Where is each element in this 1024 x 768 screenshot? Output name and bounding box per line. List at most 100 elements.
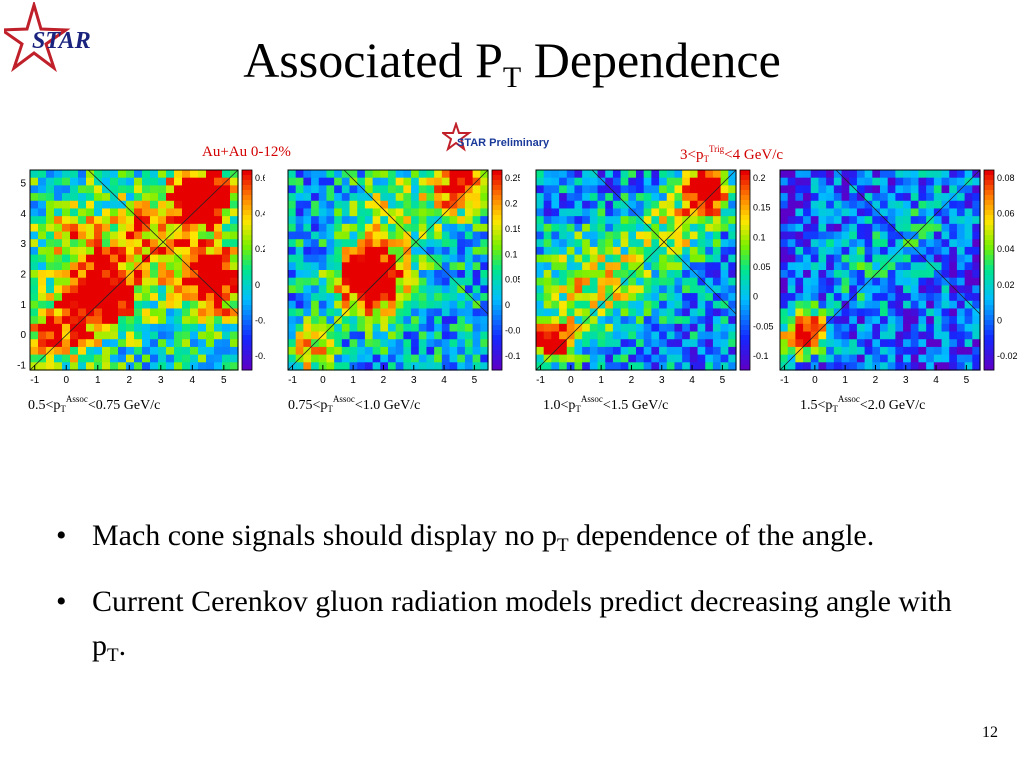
heatmap-cell (318, 346, 328, 356)
color-scale-label: 0.2 (505, 198, 518, 208)
heatmap-cell (628, 308, 637, 317)
heatmap-cell (574, 185, 583, 194)
heatmap-cell (705, 193, 714, 202)
heatmap-cell (357, 300, 366, 310)
heatmap-cell (134, 246, 143, 256)
heatmap-cell (126, 208, 135, 217)
heatmap-cell (334, 354, 343, 363)
color-scale-segment (984, 310, 994, 316)
heatmap-cell (810, 170, 820, 179)
color-scale-segment (740, 240, 750, 246)
heatmap-cell (30, 239, 39, 248)
heatmap-cell (364, 285, 374, 294)
heatmap-cell (659, 362, 668, 371)
heatmap-cell (464, 300, 474, 310)
heatmap-cell (288, 262, 297, 271)
color-scale-label: 0.4 (255, 209, 265, 219)
heatmap-cell (395, 208, 404, 217)
heatmap-cell (849, 346, 858, 356)
color-scale-segment (242, 170, 252, 176)
heatmap-cell (94, 223, 103, 233)
heatmap-cell (126, 308, 135, 317)
heatmap-cell (643, 193, 652, 202)
heatmap-cell (464, 185, 474, 194)
heatmap-cell (559, 346, 568, 356)
heatmap-cell (38, 339, 47, 348)
heatmap-cell (449, 354, 458, 363)
heatmap-cell (964, 285, 973, 294)
heatmap-cell (334, 285, 343, 294)
heatmap-cell (720, 362, 729, 371)
heatmap-cell (364, 231, 374, 240)
heatmap-cell (887, 293, 896, 302)
heatmap-cell (142, 300, 151, 310)
heatmap-cell (910, 346, 920, 356)
heatmap-cell (326, 270, 335, 279)
heatmap-cell (597, 331, 606, 340)
heatmap-cell (620, 300, 629, 310)
heatmap-cell (364, 185, 374, 194)
color-scale-segment (492, 350, 502, 356)
heatmap-cell (972, 193, 981, 202)
heatmap-cell (712, 262, 722, 271)
heatmap-cell (803, 331, 812, 340)
color-scale-segment (984, 335, 994, 341)
heatmap-cell (910, 231, 920, 240)
color-scale-segment (242, 300, 252, 306)
heatmap-cell (910, 170, 920, 179)
heatmap-cell (380, 277, 389, 286)
heatmap-cell (230, 339, 239, 348)
heatmap-cell (349, 254, 358, 263)
heatmap-cell (956, 177, 966, 186)
heatmap-cell (956, 246, 966, 256)
heatmap-cell (949, 362, 958, 371)
heatmap-cell (589, 254, 599, 263)
heatmap-cell (880, 239, 889, 248)
heatmap-cell (926, 277, 935, 286)
heatmap-cell (682, 193, 691, 202)
heatmap-cell (605, 231, 614, 240)
color-scale-segment (740, 230, 750, 236)
heatmap-cell (464, 293, 474, 302)
heatmap-cell (94, 270, 103, 279)
heatmap-cell (364, 208, 374, 217)
heatmap-cell (214, 285, 223, 294)
heatmap-cell (434, 293, 443, 302)
heatmap-cell (833, 216, 843, 225)
heatmap-cell (643, 254, 652, 263)
heatmap-cell (880, 339, 889, 348)
heatmap-cell (288, 300, 297, 310)
heatmap-cell (849, 223, 858, 233)
heatmap-cell (628, 239, 637, 248)
heatmap-cell (833, 177, 843, 186)
heatmap-cell (833, 285, 843, 294)
x-tick-label: 2 (629, 375, 635, 386)
heatmap-cell (126, 177, 135, 186)
heatmap-cell (972, 354, 981, 363)
heatmap-cell (62, 193, 71, 202)
heatmap-cell (418, 239, 428, 248)
heatmap-cell (118, 285, 127, 294)
heatmap-cell (190, 216, 199, 225)
heatmap-cell (174, 339, 183, 348)
heatmap-cell (426, 323, 435, 333)
heatmap-cell (605, 346, 614, 356)
heatmap-cell (230, 193, 239, 202)
heatmap-cell (856, 239, 866, 248)
heatmap-cell (551, 323, 560, 333)
heatmap-cell (949, 339, 958, 348)
heatmap-cell (697, 293, 706, 302)
heatmap-cell (46, 185, 55, 194)
heatmap-cell (689, 300, 699, 310)
heatmap-cell (705, 208, 714, 217)
heatmap-cell (674, 339, 683, 348)
heatmap-cell (926, 270, 935, 279)
x-tick-label: 0 (320, 375, 326, 386)
heatmap-cell (480, 223, 489, 233)
color-scale-segment (242, 220, 252, 226)
heatmap-cell (288, 223, 297, 233)
heatmap-cell (341, 193, 351, 202)
heatmap-cell (441, 346, 451, 356)
heatmap-cell (70, 170, 79, 179)
color-scale-segment (242, 175, 252, 181)
